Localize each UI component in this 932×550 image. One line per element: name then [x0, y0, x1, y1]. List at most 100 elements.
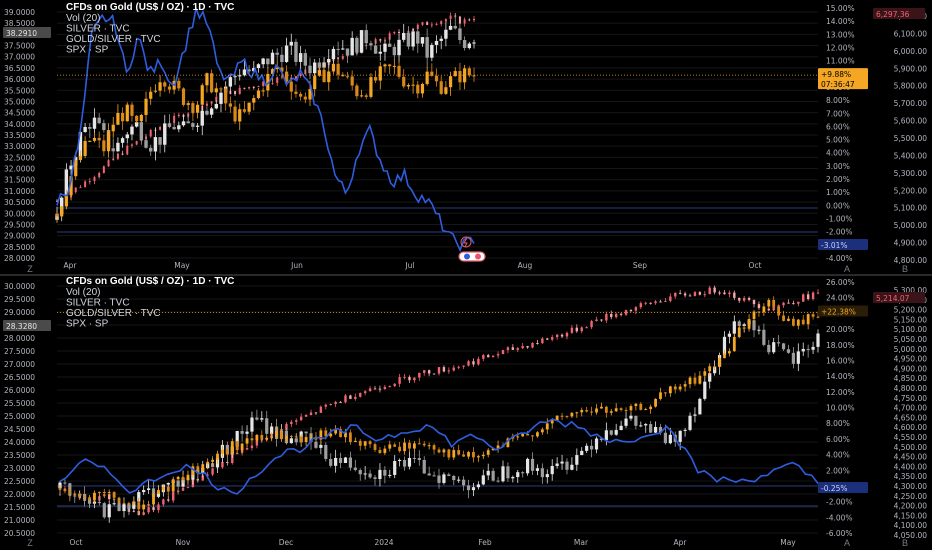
candle-body [289, 435, 293, 437]
candle-body [378, 469, 382, 479]
candle-body [153, 90, 157, 92]
candle-body [341, 56, 344, 59]
earnings-flag-icon[interactable] [458, 251, 486, 262]
candle-body [439, 38, 443, 41]
candle-body [116, 153, 119, 159]
candle-body [555, 334, 559, 338]
candle-body [205, 110, 209, 115]
candle-body [649, 302, 652, 304]
candle-body [511, 477, 515, 479]
candle-body [98, 173, 101, 178]
candle-body [219, 88, 223, 90]
legend-line: SILVER · TVC [66, 298, 130, 309]
candle-body [698, 398, 702, 415]
candle-body [127, 504, 131, 509]
pct-axis-tick: -6.00% [826, 529, 853, 538]
candle-body [462, 454, 466, 457]
candle-body [430, 71, 434, 76]
candle-body [275, 52, 279, 55]
right-axis-tick: 5,300.00 [894, 169, 928, 178]
candle-body [308, 65, 312, 74]
pct-axis-tick: 20.00% [826, 325, 855, 334]
flag-dot-red [475, 253, 481, 260]
gold-countdown-tag: 07:36:47 [818, 78, 868, 90]
candle-body [551, 337, 554, 340]
candle-body [683, 384, 687, 387]
candle-body [432, 373, 436, 375]
candle-body [186, 487, 190, 489]
candle-body [811, 346, 815, 350]
candle-body [240, 443, 244, 451]
candle-body [521, 346, 524, 349]
pct-axis-tick: 10.00% [826, 404, 855, 413]
candle-body [205, 73, 209, 86]
flag-dot-blue [464, 253, 470, 260]
candle-body [738, 297, 741, 301]
candle-body [247, 69, 251, 72]
candle-body [308, 89, 312, 100]
candle-body [63, 482, 67, 484]
candle-body [723, 292, 726, 295]
candle-body [806, 294, 810, 299]
candle-body [496, 445, 500, 449]
candle-body [176, 480, 180, 487]
left-axis-tick: 31.0000 [4, 187, 35, 196]
candle-body [422, 443, 426, 446]
candle-body [388, 64, 392, 67]
candle-body [63, 489, 67, 492]
pct-axis-tick: 2.00% [826, 466, 850, 475]
candle-body [388, 386, 391, 388]
candle-body [457, 366, 460, 368]
candle-body [762, 329, 766, 345]
candle-body [629, 415, 633, 419]
value-tag-text: 38.2910 [6, 29, 37, 38]
candle-body [471, 487, 476, 491]
candle-body [472, 42, 476, 44]
candle-body [206, 474, 209, 476]
candle-body [261, 58, 265, 65]
candle-body [430, 24, 433, 26]
x-axis-tick: Dec [279, 538, 294, 547]
legend-title: CFDs on Gold (US$ / OZ) · 1D · TVC [66, 276, 234, 287]
legend-line: SPX · SP [66, 319, 109, 330]
value-tag-text: 28.3280 [6, 322, 37, 331]
event-markers[interactable] [458, 236, 486, 262]
candle-body [541, 338, 544, 344]
candle-body [167, 499, 170, 501]
candle-body [322, 69, 326, 83]
left-axis-tick: 28.0000 [4, 254, 35, 263]
candle-body [673, 386, 677, 390]
silver-candles [55, 15, 476, 223]
candle-body [728, 351, 731, 354]
right-axis-tick: 5,500.00 [894, 134, 928, 143]
candle-body [403, 376, 406, 378]
candle-body [88, 181, 91, 183]
candle-body [688, 295, 692, 297]
right-axis-tick: 4,550.00 [894, 433, 928, 442]
candle-body [120, 138, 125, 143]
event-lightning-icon[interactable] [460, 236, 472, 248]
candle-body [664, 300, 667, 302]
candle-body [535, 468, 540, 471]
x-axis-tick: Oct [70, 538, 83, 547]
candle-body [791, 352, 795, 364]
candle-body [732, 321, 736, 334]
left-axis-tick: 20.5000 [4, 529, 35, 538]
candle-body [242, 109, 247, 112]
candle-body [196, 466, 200, 472]
candle-body [64, 169, 69, 198]
candle-body [444, 19, 447, 22]
x-axis-tick: Jun [290, 261, 303, 270]
candle-body [166, 486, 170, 492]
candle-body [88, 140, 92, 142]
right-axis-tick: 4,250.00 [894, 492, 928, 501]
candle-body [353, 440, 357, 443]
candle-body [413, 377, 416, 381]
candle-body [644, 424, 648, 426]
candle-body [334, 401, 337, 405]
candle-body [78, 131, 83, 158]
candle-body [757, 311, 761, 313]
left-axis-tick: 30.5000 [4, 198, 35, 207]
candle-body [374, 77, 378, 81]
